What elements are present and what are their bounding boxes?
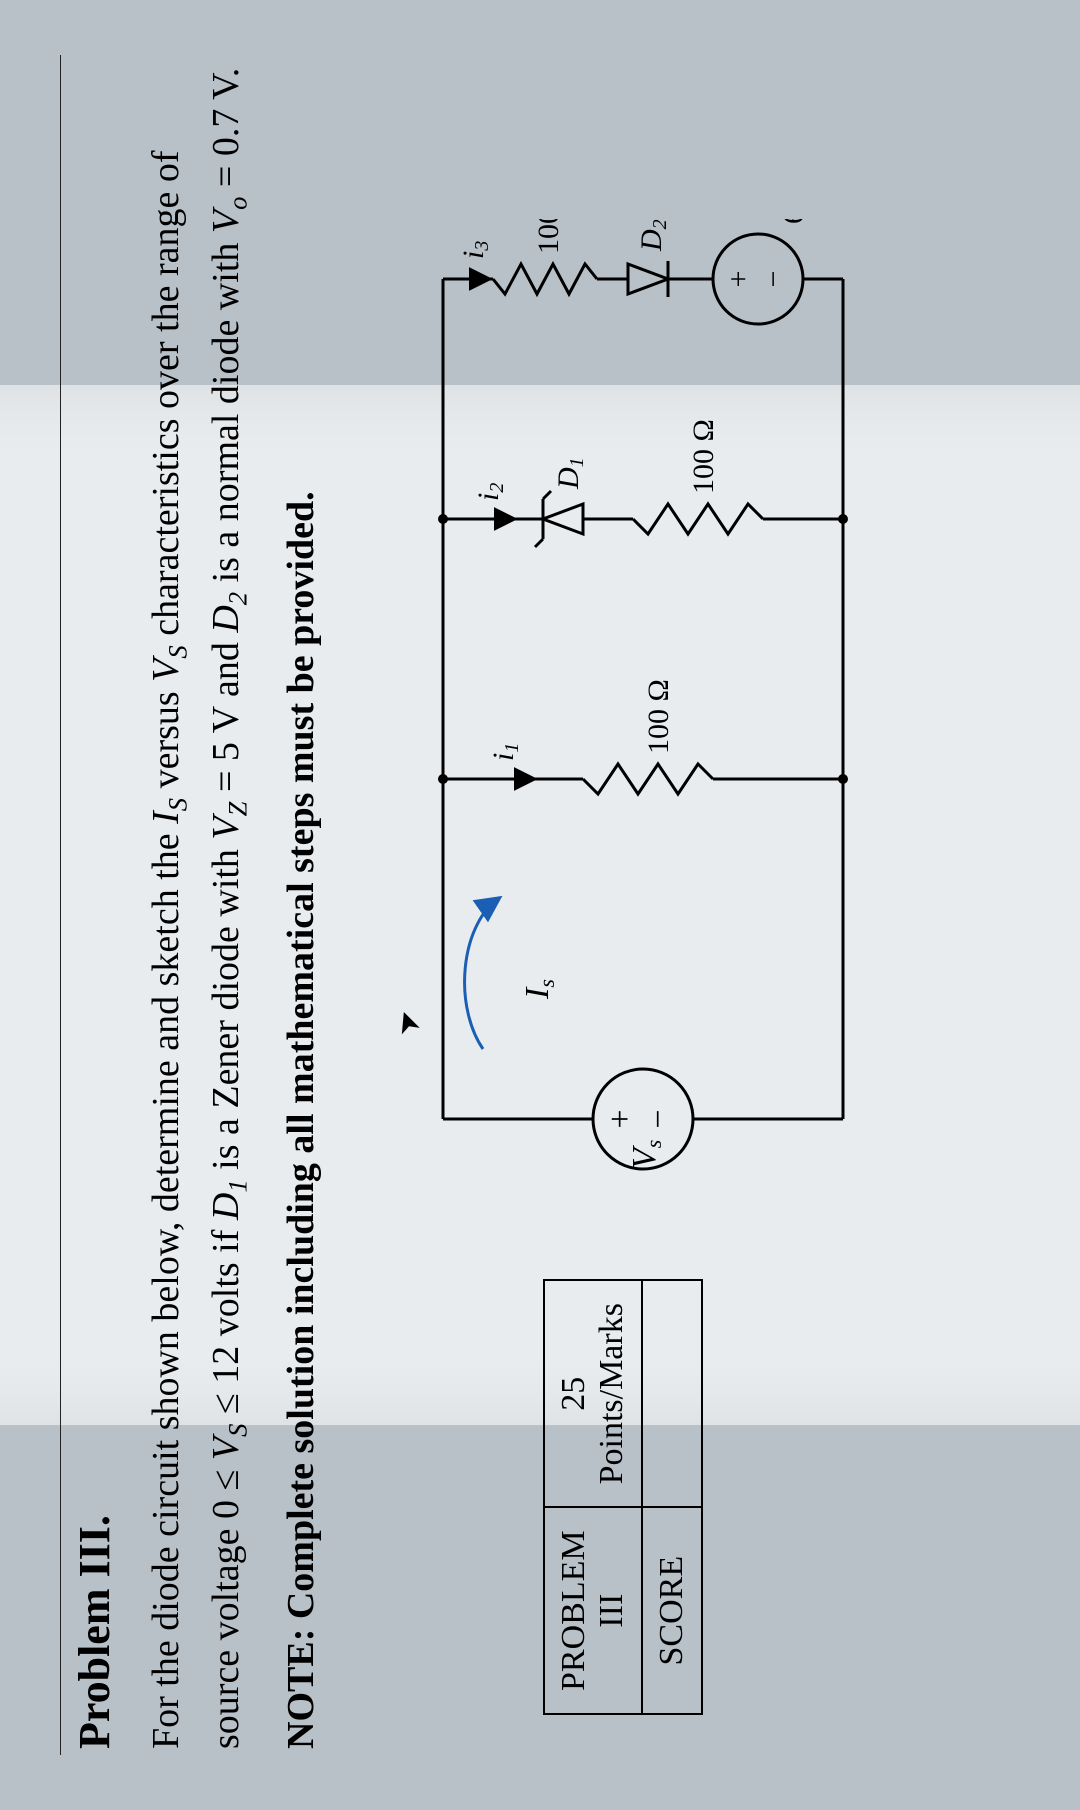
svg-text:−: − (757, 271, 790, 288)
symbol-D1: D1 (205, 1179, 247, 1220)
text: = 0.7 V. (205, 68, 247, 187)
cell-score-label: SCORE (642, 1507, 702, 1714)
svg-text:i3: i3 (457, 241, 493, 259)
text: = 5 V and (205, 633, 247, 792)
svg-text:Vs: Vs (626, 1140, 666, 1169)
symbol-D2: D2 (205, 592, 247, 633)
symbol-Vs: VS (145, 645, 187, 682)
cell-score-value (642, 1280, 702, 1507)
symbol-Is: IS (145, 798, 187, 824)
problem-statement: For the diode circuit shown below, deter… (138, 55, 259, 1755)
cell-points: 25Points/Marks (544, 1280, 642, 1507)
svg-text:100 Ω: 100 Ω (532, 219, 565, 254)
symbol-Vz: VZ (205, 802, 247, 840)
svg-text:+: + (722, 271, 755, 288)
score-table: PROBLEMIII 25Points/Marks SCORE (543, 1279, 703, 1715)
text: ≤ 12 volts if (205, 1220, 247, 1414)
symbol-Vs2: VS (205, 1424, 247, 1461)
cell-problem: PROBLEMIII (544, 1507, 642, 1714)
svg-text:100 Ω: 100 Ω (642, 679, 675, 754)
symbol-Vo: Vo (205, 197, 247, 234)
svg-text:D1: D1 (552, 457, 588, 490)
svg-text:+: + (602, 1109, 639, 1128)
svg-text:Is: Is (519, 979, 559, 1000)
text: is a normal diode with (205, 233, 247, 582)
problem-title: Problem III. (69, 55, 120, 1755)
svg-text:i2: i2 (472, 483, 508, 501)
svg-text:i1: i1 (487, 743, 523, 761)
text: For the diode circuit shown below, deter… (145, 824, 187, 1749)
svg-text:−: − (640, 1109, 677, 1128)
text: is a Zener diode with (205, 840, 247, 1170)
text: versus (145, 682, 187, 789)
svg-text:100 Ω: 100 Ω (687, 419, 720, 494)
svg-text:6.3 V: 6.3 V (777, 219, 810, 224)
note-text: NOTE: Complete solution including all ma… (279, 55, 323, 1755)
svg-text:D2: D2 (635, 219, 671, 252)
circuit-diagram: + − Vs Is 100 Ω (383, 219, 903, 1199)
